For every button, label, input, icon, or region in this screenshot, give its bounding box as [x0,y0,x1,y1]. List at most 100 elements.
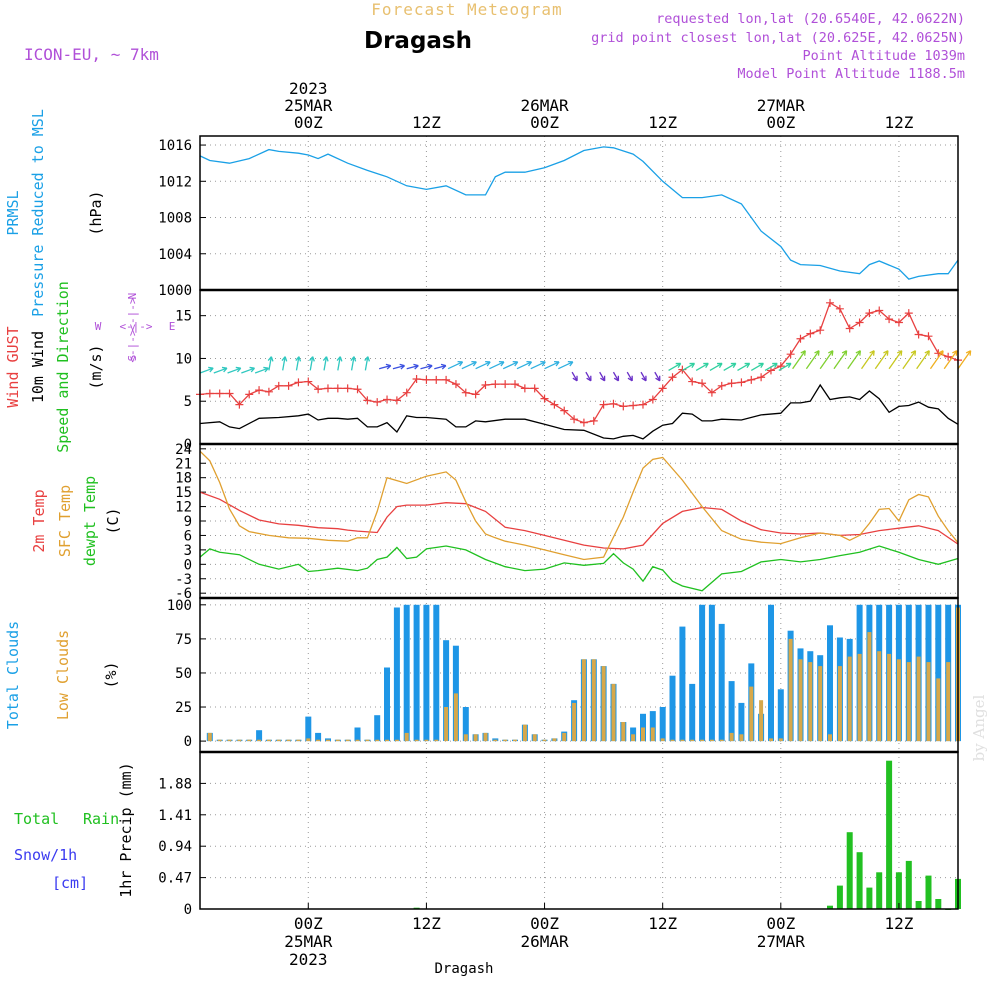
low-cloud-bar [729,732,734,742]
wind-arrowhead [526,360,533,367]
y-tick-label: 0 [184,902,192,918]
low-cloud-bar [857,653,862,742]
gust-point [383,395,392,404]
gust-point [855,318,864,327]
gust-point [894,318,903,327]
gust-point [786,350,795,359]
wind-arrowhead [385,363,392,370]
gust-point [432,375,441,384]
gust-point [806,329,815,338]
low-cloud-bar [769,738,773,742]
total-cloud-bar [649,711,656,742]
y-tick-label: 9 [184,514,192,530]
wind-arrow [902,350,917,370]
series-line-dewpt-temp [199,545,959,592]
wind-arrow [833,350,848,370]
gust-point [323,384,332,393]
low-cloud-bar [936,678,941,742]
low-cloud-bar [453,693,458,742]
gust-point [737,378,746,387]
gust-point [264,387,273,396]
wind-arrow [874,350,889,370]
wind-arrow [819,350,834,370]
wind-arrowhead [249,366,255,373]
wind-arrow [489,361,505,370]
panel-label: Rain [83,810,119,828]
footer-location: Dragash [434,961,493,977]
gust-point [845,324,854,333]
wind-arrow [475,361,491,370]
wind-arrow [860,350,875,370]
gust-point [865,309,874,318]
low-cloud-bar [522,724,527,742]
total-cloud-bar [443,640,450,741]
bottom-time-label: 00Z [530,914,559,933]
low-cloud-bar [237,739,242,742]
y-tick-label: 0.47 [158,871,192,887]
low-cloud-bar [828,734,832,742]
panel-label: dewpt Temp [81,476,99,566]
wind-arrow [199,367,214,374]
panel-label: Total [14,810,59,828]
gust-point [353,385,362,394]
wind-arrow [295,356,300,371]
gust-point [717,381,726,390]
low-cloud-bar [926,662,931,742]
wind-arrow [764,362,778,371]
wind-arrow [268,356,272,371]
bottom-time-label: 12Z [884,914,913,933]
gust-point [570,415,579,424]
panel-label: Snow/1h [14,846,77,864]
wind-arrowhead [350,356,357,362]
wind-arrowhead [399,363,405,370]
wind-arrowhead [440,363,447,370]
bottom-time-label: 00Z [766,914,795,933]
wind-arrow [571,371,578,382]
wind-arrowhead [655,375,661,382]
wind-arrow [309,356,314,371]
wind-arrow [227,367,241,374]
y-tick-label: 3 [184,543,192,559]
low-cloud-bar [306,738,311,742]
wind-arrowhead [208,366,214,373]
low-cloud-bar [818,666,823,742]
gust-point [796,334,805,343]
y-tick-label: 5 [184,394,192,410]
wind-arrow [957,350,972,370]
low-cloud-bar [207,732,212,742]
low-cloud-bar [670,739,675,742]
gust-point [343,384,352,393]
panel-precip: 0 0.47 0.94 1.41 1.88 Total Rain Snow/1h [cm] 1hr… [14,751,961,918]
wind-arrow [737,362,750,371]
total-cloud-bar [679,626,686,742]
y-tick-label: 24 [175,442,192,458]
rain-bar [866,887,873,909]
series-line-sfc-temp [199,450,959,561]
total-cloud-bar [354,727,361,742]
wind-arrowhead [427,363,433,370]
total-cloud-bar [777,689,784,742]
total-cloud-bar [315,732,322,742]
compass-vertical-2: <-|-> [126,329,139,362]
low-cloud-bar [513,739,517,742]
total-cloud-bar [827,625,833,742]
low-cloud-bar [542,739,547,742]
low-cloud-bar [572,702,577,742]
y-tick-label: -3 [175,572,192,588]
panel-label: (%) [102,661,120,688]
low-cloud-bar [335,739,340,742]
total-cloud-bar [728,681,735,742]
wind-arrowhead [485,360,491,367]
gust-point [599,400,608,409]
y-tick-label: 0 [184,437,192,453]
low-cloud-bar [463,734,468,742]
gust-point [304,377,313,386]
wind-arrow [378,364,391,370]
low-cloud-bar [611,683,616,742]
gust-point [835,304,844,313]
y-tick-label: 75 [175,632,192,648]
